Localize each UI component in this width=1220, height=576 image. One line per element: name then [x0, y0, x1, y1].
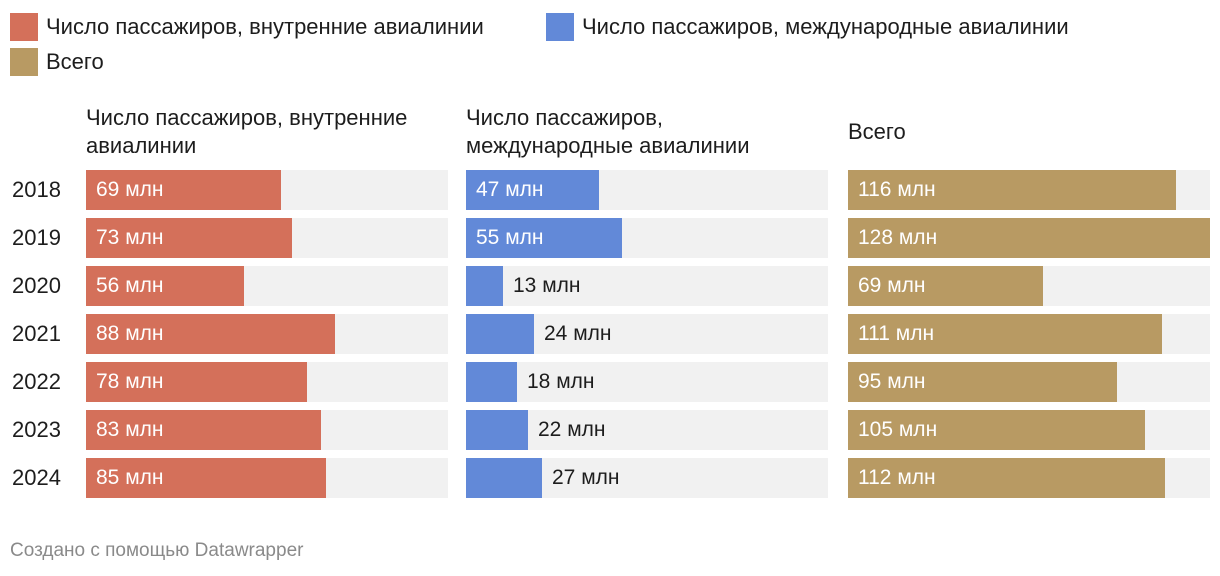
bar-track-total-2023: 105 млн: [848, 410, 1210, 450]
bar-value-international-2023: 22 млн: [538, 418, 606, 441]
legend-item-domestic: Число пассажиров, внутренние авиалинии: [10, 12, 484, 42]
bar-total-2018: [848, 170, 1176, 210]
bar-value-international-2019: 55 млн: [476, 226, 544, 249]
bar-value-international-2021: 24 млн: [544, 322, 612, 345]
bar-track-international-2023: 22 млн: [466, 410, 828, 450]
bar-domestic-2024: [86, 458, 326, 498]
bar-track-total-2022: 95 млн: [848, 362, 1210, 402]
legend-item-international: Число пассажиров, международные авиалини…: [546, 12, 1069, 42]
bar-domestic-2020: [86, 266, 244, 306]
panel-title-domestic: Число пассажиров, внутренние авиалинии: [86, 105, 408, 158]
bar-value-domestic-2024: 85 млн: [96, 466, 164, 489]
bar-total-2019: [848, 218, 1210, 258]
bar-value-domestic-2021: 88 млн: [96, 322, 164, 345]
bar-track-international-2021: 24 млн: [466, 314, 828, 354]
bar-track-domestic-2022: 78 млн: [86, 362, 448, 402]
bar-value-domestic-2018: 69 млн: [96, 178, 164, 201]
bar-track-total-2019: 128 млн: [848, 218, 1210, 258]
bar-domestic-2019: [86, 218, 292, 258]
bar-value-total-2021: 111 млн: [858, 322, 935, 345]
bar-track-total-2018: 116 млн: [848, 170, 1210, 210]
bar-international-2019: [466, 218, 622, 258]
bar-track-international-2022: 18 млн: [466, 362, 828, 402]
bar-domestic-2023: [86, 410, 321, 450]
bar-track-total-2020: 69 млн: [848, 266, 1210, 306]
bar-track-domestic-2019: 73 млн: [86, 218, 448, 258]
legend-swatch-total: [10, 48, 38, 76]
bar-track-international-2018: 47 млн: [466, 170, 828, 210]
bar-value-domestic-2022: 78 млн: [96, 370, 164, 393]
bar-international-2021: [466, 314, 534, 354]
bar-total-2022: [848, 362, 1117, 402]
bar-track-international-2020: 13 млн: [466, 266, 828, 306]
bar-track-domestic-2020: 56 млн: [86, 266, 448, 306]
bar-value-international-2022: 18 млн: [527, 370, 595, 393]
bar-track-international-2019: 55 млн: [466, 218, 828, 258]
bar-total-2020: [848, 266, 1043, 306]
bar-domestic-2022: [86, 362, 307, 402]
bar-track-domestic-2023: 83 млн: [86, 410, 448, 450]
bar-international-2020: [466, 266, 503, 306]
year-label-2021: 2021: [12, 321, 61, 346]
bar-track-domestic-2024: 85 млн: [86, 458, 448, 498]
bar-international-2024: [466, 458, 542, 498]
bar-track-international-2024: 27 млн: [466, 458, 828, 498]
year-label-2022: 2022: [12, 369, 61, 394]
bar-track-domestic-2021: 88 млн: [86, 314, 448, 354]
year-label-2024: 2024: [12, 465, 61, 490]
legend-label-international: Число пассажиров, международные авиалини…: [582, 14, 1069, 39]
legend-label-total: Всего: [46, 49, 104, 74]
legend-swatch-international: [546, 13, 574, 41]
legend-label-domestic: Число пассажиров, внутренние авиалинии: [46, 14, 484, 39]
panel-title-total: Всего: [848, 119, 906, 144]
bar-value-total-2024: 112 млн: [858, 466, 936, 489]
year-label-2018: 2018: [12, 177, 61, 202]
bar-value-total-2022: 95 млн: [858, 370, 926, 393]
bar-value-total-2023: 105 млн: [858, 418, 938, 441]
legend-swatch-domestic: [10, 13, 38, 41]
bar-value-total-2018: 116 млн: [858, 178, 936, 201]
bar-value-total-2019: 128 млн: [858, 226, 938, 249]
bar-total-2021: [848, 314, 1162, 354]
bar-total-2023: [848, 410, 1145, 450]
year-label-2020: 2020: [12, 273, 61, 298]
bar-domestic-2021: [86, 314, 335, 354]
bar-international-2018: [466, 170, 599, 210]
footer-credit: Создано с помощью Datawrapper: [10, 540, 304, 561]
bar-track-total-2024: 112 млн: [848, 458, 1210, 498]
bar-track-total-2021: 111 млн: [848, 314, 1210, 354]
bar-value-domestic-2019: 73 млн: [96, 226, 164, 249]
legend-item-total: Всего: [10, 47, 104, 77]
bar-domestic-2018: [86, 170, 281, 210]
panel-title-international: Число пассажиров, международные авиалини…: [466, 105, 750, 158]
bar-total-2024: [848, 458, 1165, 498]
bar-value-international-2020: 13 млн: [513, 274, 581, 297]
bar-value-international-2024: 27 млн: [552, 466, 620, 489]
year-label-2023: 2023: [12, 417, 61, 442]
bar-value-domestic-2020: 56 млн: [96, 274, 164, 297]
bar-international-2022: [466, 362, 517, 402]
bar-value-total-2020: 69 млн: [858, 274, 926, 297]
bar-value-international-2018: 47 млн: [476, 178, 544, 201]
bar-international-2023: [466, 410, 528, 450]
bar-value-domestic-2023: 83 млн: [96, 418, 164, 441]
year-label-2019: 2019: [12, 225, 61, 250]
bar-track-domestic-2018: 69 млн: [86, 170, 448, 210]
